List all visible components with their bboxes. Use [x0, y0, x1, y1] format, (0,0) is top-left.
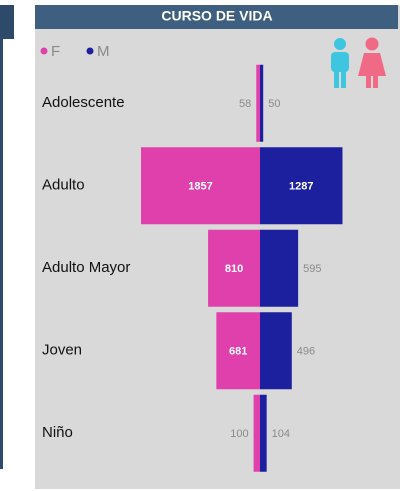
- value-label: 496: [297, 346, 315, 358]
- bar: [253, 394, 260, 472]
- chart-title: CURSO DE VIDA: [161, 8, 272, 24]
- bar: [260, 394, 267, 472]
- bar: [260, 147, 343, 225]
- bar: [141, 147, 260, 225]
- bar: [216, 312, 260, 390]
- value-label: 595: [303, 263, 321, 275]
- legend-label: F: [51, 43, 60, 60]
- value-label: 58: [239, 98, 251, 110]
- side-panel-edge: [0, 5, 14, 39]
- value-label: 50: [268, 98, 280, 110]
- category-label: Adulto Mayor: [42, 259, 130, 276]
- category-label: Adulto: [42, 177, 85, 194]
- value-label: 681: [229, 346, 247, 358]
- bar: [208, 229, 260, 307]
- people-icon: [331, 37, 386, 88]
- bar: [260, 229, 299, 307]
- category-label: Niño: [42, 424, 73, 441]
- legend-swatch: [40, 47, 48, 55]
- category-label: Joven: [42, 342, 82, 359]
- category-label: Adolescente: [42, 94, 125, 111]
- value-label: 104: [272, 428, 290, 440]
- value-label: 1287: [289, 181, 313, 193]
- value-label: 100: [230, 428, 248, 440]
- value-label: 810: [225, 263, 243, 275]
- bar: [260, 312, 292, 390]
- bar: [260, 64, 264, 142]
- legend-swatch: [86, 47, 94, 55]
- side-panel-line: [0, 39, 3, 469]
- legend-label: M: [97, 43, 110, 60]
- title-bar: [35, 5, 398, 29]
- bar: [256, 64, 260, 142]
- value-label: 1857: [188, 181, 212, 193]
